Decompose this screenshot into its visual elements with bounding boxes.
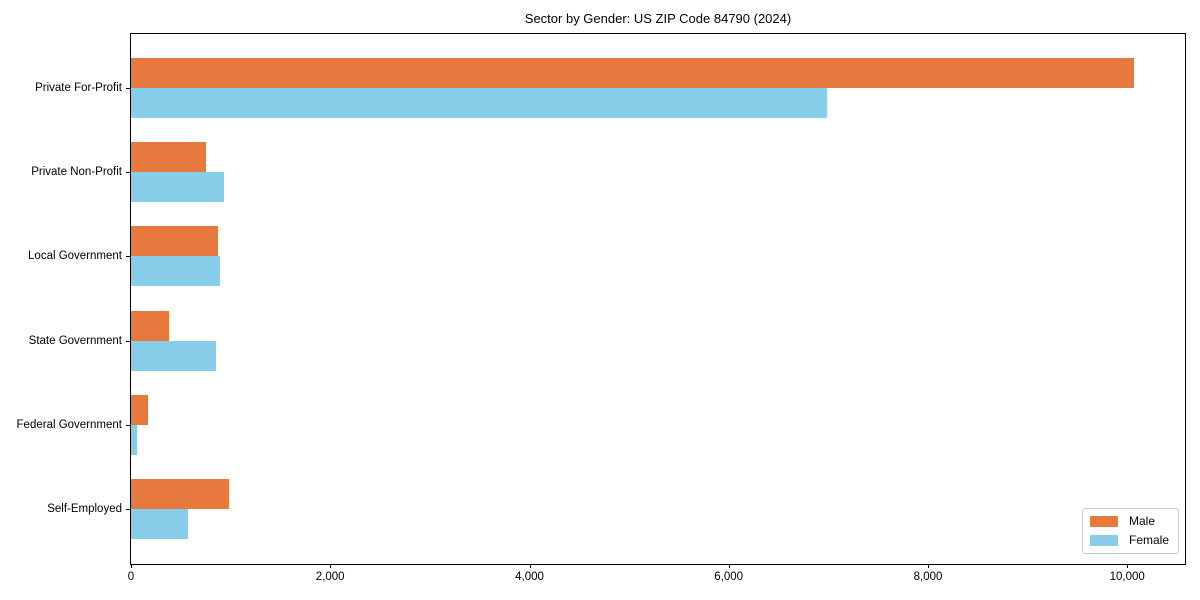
x-tick [1127, 564, 1129, 568]
male-bar [131, 310, 169, 341]
y-tick [126, 509, 130, 510]
x-tick [330, 564, 332, 568]
y-axis-labels: Private For-Profit Private Non-Profit Loca… [0, 33, 122, 565]
x-tick-label: 0 [127, 571, 135, 583]
female-bar [131, 172, 224, 203]
plot-area: Male Female 0 2,000 4,000 6,000 8,000 10,000 [126, 33, 1186, 583]
legend-entry-male: Male [1089, 514, 1169, 528]
legend-entry-female: Female [1089, 533, 1169, 547]
x-tick [131, 564, 132, 568]
legend-swatch-male [1089, 515, 1118, 527]
legend-label-female: Female [1128, 533, 1169, 547]
legend-swatch-female [1089, 534, 1118, 546]
y-tick [126, 340, 130, 342]
y-tick-label: Private For-Profit [35, 82, 122, 94]
male-bar [131, 142, 206, 173]
chart-title: Sector by Gender: US ZIP Code 84790 (202… [524, 11, 792, 26]
x-tick-label: 2,000 [315, 571, 345, 583]
x-tick-label: 4,000 [515, 571, 544, 583]
x-tick-label: 8,000 [913, 571, 943, 583]
male-bar [131, 479, 229, 509]
x-tick [529, 564, 531, 568]
y-tick-label: Federal Government [16, 418, 122, 431]
male-bar [131, 394, 148, 425]
x-tick-label: 6,000 [714, 571, 744, 583]
male-bar [131, 226, 218, 257]
female-bar [131, 88, 827, 118]
y-tick-label: Local Government [28, 250, 122, 263]
x-tick [928, 564, 929, 568]
legend-label-male: Male [1128, 514, 1155, 528]
y-tick [126, 256, 130, 258]
x-tick [728, 564, 730, 568]
y-tick [126, 172, 130, 174]
y-tick-label: Private Non-Profit [31, 166, 122, 179]
female-bar [131, 509, 188, 539]
y-tick [126, 424, 130, 426]
y-tick-label: State Government [28, 334, 122, 347]
female-bar [131, 424, 137, 455]
female-bar [131, 340, 216, 371]
male-bar [131, 58, 1135, 88]
female-bar [131, 256, 220, 287]
x-tick-label: 10,000 [1109, 571, 1145, 583]
legend: Male Female [1081, 508, 1179, 554]
y-tick-label: Self-Employed [47, 503, 122, 515]
y-tick [126, 88, 130, 89]
